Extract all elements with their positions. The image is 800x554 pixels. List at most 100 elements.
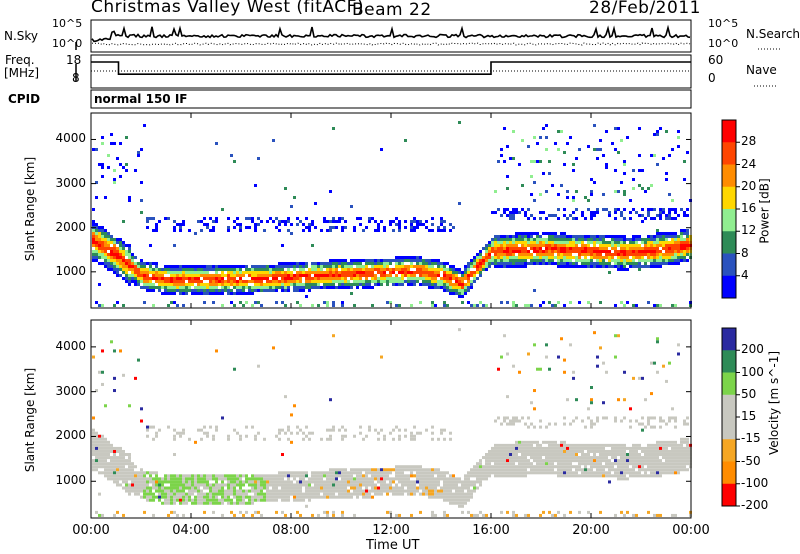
freq-label: Freq.: [5, 53, 35, 67]
power-cell: [320, 274, 323, 277]
power-cell: [149, 217, 152, 220]
power-cell: [125, 262, 128, 265]
velocity-cell: [335, 480, 338, 484]
velocity-cell: [152, 483, 155, 487]
velocity-cell: [125, 462, 128, 466]
velocity-cell: [479, 468, 482, 472]
velocity-cell: [476, 471, 479, 475]
velocity-cell: [596, 416, 599, 420]
velocity-cell: [266, 486, 269, 490]
power-cell: [299, 289, 302, 292]
velocity-cell: [623, 471, 626, 475]
velocity-cell: [314, 483, 317, 487]
velocity-cell: [686, 459, 689, 463]
power-cell: [350, 286, 353, 289]
power-cell: [401, 277, 404, 280]
velocity-cell: [218, 483, 221, 487]
velocity-cell: [230, 498, 233, 502]
velocity-cell: [374, 492, 377, 496]
power-cell: [683, 160, 686, 163]
power-cell: [212, 289, 215, 292]
velocity-cell: [212, 486, 215, 490]
velocity-cell: [197, 486, 200, 490]
velocity-cell: [158, 492, 161, 496]
power-cell: [146, 217, 149, 220]
power-cell: [566, 142, 569, 145]
velocity-cell: [560, 459, 563, 463]
power-cell: [182, 220, 185, 223]
velocity-cell: [467, 492, 470, 496]
power-cell: [245, 268, 248, 271]
power-cell: [101, 229, 104, 232]
velocity-cell: [230, 474, 233, 478]
power-cell: [125, 265, 128, 268]
power-cell: [545, 259, 548, 262]
power-cell: [596, 259, 599, 262]
power-cell: [671, 304, 674, 307]
power-cell: [512, 130, 515, 133]
power-cell: [656, 244, 659, 247]
power-cell: [110, 133, 113, 136]
velocity-cell: [557, 453, 560, 457]
power-cell: [416, 259, 419, 262]
velocity-cell: [542, 462, 545, 466]
velocity-cell: [164, 498, 167, 502]
power-cell: [530, 193, 533, 196]
velocity-cell: [434, 471, 437, 475]
velocity-cell: [641, 376, 644, 380]
power-cell: [569, 235, 572, 238]
power-cell: [665, 244, 668, 247]
velocity-cell: [440, 486, 443, 490]
power-cell: [209, 289, 212, 292]
power-cell: [239, 289, 242, 292]
velocity-cell: [275, 434, 278, 438]
power-cell: [95, 244, 98, 247]
velocity-cell: [593, 446, 596, 450]
velocity-cell: [569, 471, 572, 475]
power-cell: [401, 256, 404, 259]
power-cell: [281, 283, 284, 286]
power-cell: [395, 223, 398, 226]
power-cell: [215, 286, 218, 289]
power-cell: [209, 286, 212, 289]
power-cell: [341, 280, 344, 283]
power-cell: [338, 283, 341, 286]
power-cell: [248, 268, 251, 271]
power-cell: [245, 283, 248, 286]
velocity-cell: [653, 465, 656, 469]
velocity-cell: [431, 468, 434, 472]
power-cell: [524, 304, 527, 307]
velocity-cell: [197, 480, 200, 484]
power-cell: [197, 277, 200, 280]
velocity-cell: [425, 492, 428, 496]
velocity-cell: [344, 428, 347, 432]
velocity-cell: [281, 480, 284, 484]
velocity-cell: [260, 486, 263, 490]
power-cell: [254, 268, 257, 271]
power-cell: [179, 292, 182, 295]
power-cell: [524, 211, 527, 214]
power-cell: [284, 289, 287, 292]
power-cell: [149, 286, 152, 289]
power-cell: [554, 232, 557, 235]
power-cell: [521, 241, 524, 244]
velocity-cell: [614, 446, 617, 450]
power-cell: [566, 247, 569, 250]
power-cell: [293, 274, 296, 277]
power-cell: [533, 262, 536, 265]
power-cell: [476, 304, 479, 307]
velocity-cell: [623, 513, 626, 517]
velocity-cell: [527, 459, 530, 463]
velocity-cell: [686, 462, 689, 466]
velocity-cell: [257, 480, 260, 484]
power-cell: [290, 232, 293, 235]
power-cell: [545, 190, 548, 193]
velocity-cell: [290, 483, 293, 487]
power-cell: [470, 283, 473, 286]
power-cell: [590, 193, 593, 196]
velocity-cell: [566, 459, 569, 463]
power-cell: [143, 268, 146, 271]
power-cell: [557, 256, 560, 259]
velocity-cell: [215, 495, 218, 499]
velocity-cell: [353, 477, 356, 481]
